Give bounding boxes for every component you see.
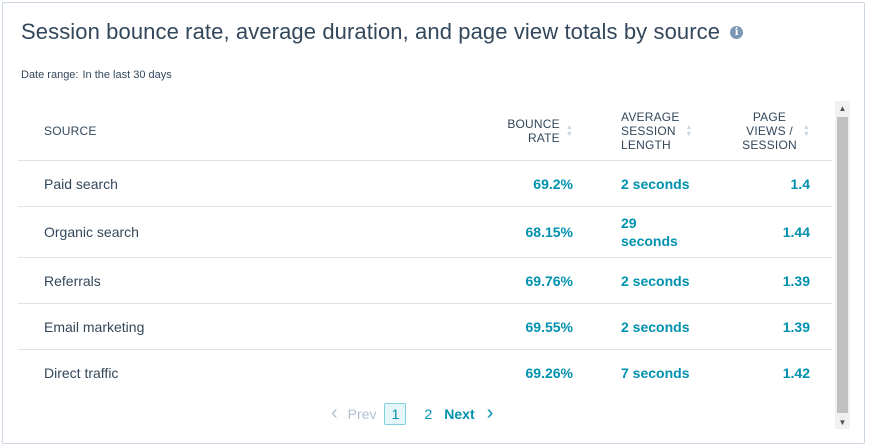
col-header-bounce-rate[interactable]: BOUNCE RATE ▲ ▼ — [323, 117, 573, 145]
report-card: Session bounce rate, average duration, a… — [2, 2, 865, 444]
col-header-pv-line1: PAGE — [752, 109, 787, 124]
date-range-label: Date range: — [21, 69, 79, 81]
chevron-left-icon: ‹ — [331, 402, 338, 424]
date-range-value: In the last 30 days — [82, 69, 172, 81]
cell-bounce-rate: 69.55% — [525, 318, 573, 335]
next-button[interactable]: Next — [444, 405, 475, 422]
col-header-session-length[interactable]: AVERAGE SESSION LENGTH ▲ ▼ — [573, 110, 693, 152]
cell-session-value: 29 — [621, 215, 637, 231]
col-header-source[interactable]: SOURCE — [18, 124, 323, 138]
col-header-bounce-line1: BOUNCE — [507, 116, 560, 131]
table-row: Organic search 68.15% 29 seconds 1.44 — [18, 207, 832, 258]
cell-session-length: 7 seconds — [573, 365, 693, 381]
vertical-scrollbar[interactable]: ▲ ▼ — [835, 101, 850, 429]
chevron-right-icon[interactable]: › — [486, 402, 494, 424]
scroll-up-icon[interactable]: ▲ — [838, 103, 847, 113]
prev-button: Prev — [347, 405, 377, 422]
sort-icon[interactable]: ▲ ▼ — [802, 123, 810, 138]
sort-icon[interactable]: ▲ ▼ — [565, 123, 573, 138]
cell-session-length: 29 seconds — [573, 214, 693, 250]
title-row: Session bounce rate, average duration, a… — [21, 19, 744, 45]
cell-page-views: 1.39 — [782, 272, 810, 289]
cell-bounce-rate: 69.26% — [525, 365, 573, 381]
cell-page-views: 1.44 — [782, 224, 810, 240]
page-2-button[interactable]: 2 — [424, 405, 433, 422]
col-header-pv-line3: SESSION — [742, 137, 797, 152]
page-1-button[interactable]: 1 — [384, 402, 407, 425]
pagination: ‹ Prev 1 2 Next › — [331, 402, 493, 425]
date-range: Date range: In the last 30 days — [21, 69, 176, 81]
scroll-down-icon[interactable]: ▼ — [838, 417, 847, 427]
col-header-page-views[interactable]: PAGE VIEWS / SESSION ▲ ▼ — [693, 110, 832, 152]
cell-session-unit: seconds — [621, 233, 678, 249]
cell-source: Referrals — [44, 272, 101, 289]
table-row: Email marketing 69.55% 2 seconds 1.39 — [18, 304, 832, 350]
cell-session-value: 2 seconds — [621, 272, 690, 289]
col-header-pv-line2: VIEWS / — [746, 123, 793, 138]
col-header-session-line1: AVERAGE — [621, 109, 680, 124]
cell-session-length: 2 seconds — [573, 273, 693, 289]
col-header-bounce-label: BOUNCE RATE — [507, 117, 560, 145]
cell-session-length: 2 seconds — [573, 319, 693, 335]
table-row: Direct traffic 69.26% 7 seconds 1.42 — [18, 350, 832, 396]
cell-page-views: 1.4 — [790, 175, 810, 192]
cell-session-value: 2 seconds — [621, 318, 690, 335]
col-header-source-label: SOURCE — [44, 123, 97, 138]
col-header-pv-label: PAGE VIEWS / SESSION — [742, 110, 797, 152]
col-header-bounce-line2: RATE — [527, 130, 560, 145]
cell-source: Direct traffic — [44, 365, 119, 381]
cell-page-views: 1.42 — [782, 365, 810, 381]
table-row: Referrals 69.76% 2 seconds 1.39 — [18, 258, 832, 304]
col-header-session-line3: LENGTH — [621, 137, 671, 152]
info-icon[interactable]: i — [730, 25, 744, 39]
cell-page-views: 1.39 — [782, 318, 810, 335]
cell-source: Paid search — [44, 175, 118, 192]
col-header-session-label: AVERAGE SESSION LENGTH — [621, 110, 680, 152]
cell-session-length: 2 seconds — [573, 176, 693, 192]
cell-source: Organic search — [44, 224, 139, 240]
scrollbar-thumb[interactable] — [837, 117, 848, 413]
cell-bounce-rate: 69.2% — [533, 175, 573, 192]
data-table: SOURCE BOUNCE RATE ▲ ▼ AVERAGE SESSION LE… — [18, 101, 832, 396]
cell-bounce-rate: 69.76% — [525, 272, 573, 289]
cell-source: Email marketing — [44, 318, 145, 335]
table-row: Paid search 69.2% 2 seconds 1.4 — [18, 161, 832, 207]
cell-session-value: 7 seconds — [621, 365, 690, 381]
table-header-row: SOURCE BOUNCE RATE ▲ ▼ AVERAGE SESSION LE… — [18, 101, 832, 161]
cell-bounce-rate: 68.15% — [525, 224, 573, 240]
report-title: Session bounce rate, average duration, a… — [21, 19, 721, 44]
col-header-session-line2: SESSION — [621, 123, 676, 138]
sort-icon[interactable]: ▲ ▼ — [685, 123, 693, 138]
cell-session-value: 2 seconds — [621, 175, 690, 192]
